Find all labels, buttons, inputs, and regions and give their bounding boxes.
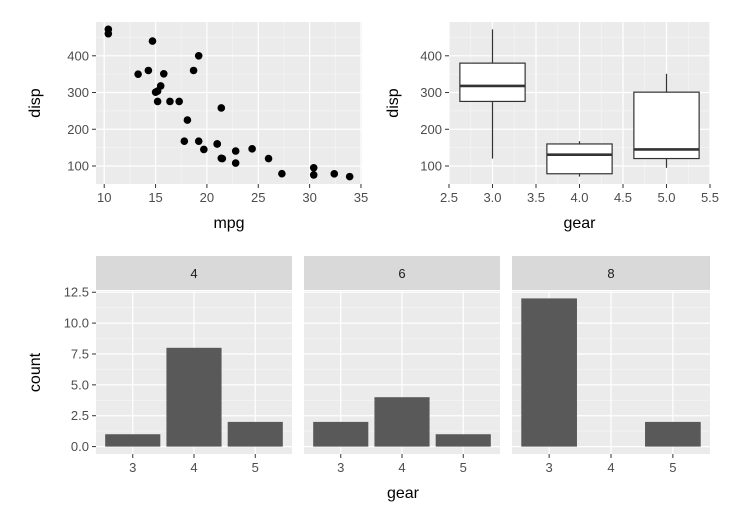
scatter-x-tick-label: 20 <box>200 190 214 205</box>
scatter-point <box>264 154 273 163</box>
facet-strip-label: 6 <box>398 266 405 281</box>
scatter-point <box>104 29 113 38</box>
bar <box>313 421 369 447</box>
scatter-point <box>213 140 221 148</box>
facet-x-tick-label: 3 <box>546 460 553 475</box>
scatter-x-tick-label: 30 <box>302 190 316 205</box>
facet-strip <box>512 256 710 290</box>
scatter-y-tick-label: 400 <box>67 48 89 63</box>
box-body <box>459 62 526 103</box>
scatter-x-axis-title: mpg <box>213 215 244 232</box>
scatter-y-axis-title: disp <box>27 88 44 117</box>
facet-x-tick-label: 5 <box>460 460 467 475</box>
scatter-point <box>166 97 174 106</box>
box-body <box>546 143 613 175</box>
box-y-tick-label: 400 <box>420 48 442 63</box>
scatter-point <box>217 104 226 112</box>
box-x-tick-label: 5.5 <box>701 190 719 205</box>
scatter-point <box>151 88 160 96</box>
facet-y-axis-title: count <box>27 352 44 392</box>
box-x-tick-label: 3.0 <box>483 190 501 205</box>
scatter-point <box>194 137 203 145</box>
facet-y-tick-label: 7.5 <box>71 346 89 361</box>
scatter-point <box>175 97 183 106</box>
box-body <box>633 91 700 160</box>
bar <box>435 434 491 447</box>
scatter-point <box>200 145 208 154</box>
facet-x-tick-label: 4 <box>190 460 197 475</box>
bar <box>521 298 577 447</box>
scatter-point <box>231 159 240 167</box>
box-y-axis-title: disp <box>385 88 402 117</box>
facet-x-tick-label: 4 <box>398 460 405 475</box>
box-y-tick-label: 200 <box>420 122 442 137</box>
scatter-x-tick-label: 25 <box>251 190 265 205</box>
box-y-tick-label: 300 <box>420 85 442 100</box>
facet-y-tick-label: 0.0 <box>71 439 89 454</box>
scatter-point <box>248 145 256 153</box>
scatter-y-tick-label: 300 <box>67 85 89 100</box>
scatter-point <box>309 164 318 172</box>
scatter-point <box>217 154 226 163</box>
facet-x-tick-label: 3 <box>129 460 136 475</box>
scatter-x-tick-label: 10 <box>97 190 111 205</box>
facet-y-tick-label: 12.5 <box>64 285 89 300</box>
scatter-x-tick-label: 35 <box>354 190 368 205</box>
scatter-point <box>345 172 354 181</box>
box-x-tick-label: 5.0 <box>657 190 675 205</box>
scatter-x-tick-label: 15 <box>148 190 162 205</box>
bar <box>374 397 430 447</box>
facet-strip-label: 8 <box>607 266 614 281</box>
box-y-tick-label: 100 <box>420 159 442 174</box>
scatter-point <box>309 171 318 179</box>
scatter-point <box>183 116 192 124</box>
scatter-point <box>144 66 153 75</box>
facet-x-tick-label: 3 <box>337 460 344 475</box>
bar <box>105 434 161 447</box>
facet-x-tick-label: 5 <box>669 460 676 475</box>
box-x-tick-label: 4.0 <box>570 190 588 205</box>
scatter-panel-background <box>96 22 362 184</box>
scatter-point <box>159 69 168 78</box>
scatter-y-tick-label: 100 <box>67 159 89 174</box>
facet-y-tick-label: 2.5 <box>71 408 89 423</box>
bar <box>645 421 701 447</box>
scatter-point <box>134 70 142 78</box>
facet-y-tick-label: 10.0 <box>64 316 89 331</box>
scatter-point <box>148 37 157 45</box>
box-x-tick-label: 2.5 <box>440 190 458 205</box>
bar <box>166 347 222 447</box>
scatter-y-tick-label: 200 <box>67 122 89 137</box>
facet-x-axis-title: gear <box>387 485 420 502</box>
facet-strip <box>304 256 500 290</box>
scatter-point <box>180 137 189 145</box>
box-x-axis-title: gear <box>563 215 596 232</box>
scatter-point <box>231 147 240 155</box>
facet-y-tick-label: 5.0 <box>71 377 89 392</box>
scatter-point <box>330 170 339 178</box>
facet-x-tick-label: 4 <box>607 460 614 475</box>
scatter-point <box>194 51 203 60</box>
facet-strip <box>96 256 292 290</box>
facet-strip-label: 4 <box>190 266 197 281</box>
box-x-tick-label: 3.5 <box>527 190 545 205</box>
bar <box>227 421 283 447</box>
facet-x-tick-label: 5 <box>252 460 259 475</box>
scatter-point <box>153 97 162 106</box>
scatter-point <box>189 66 198 75</box>
scatter-point <box>278 169 286 178</box>
box-x-tick-label: 4.5 <box>614 190 632 205</box>
